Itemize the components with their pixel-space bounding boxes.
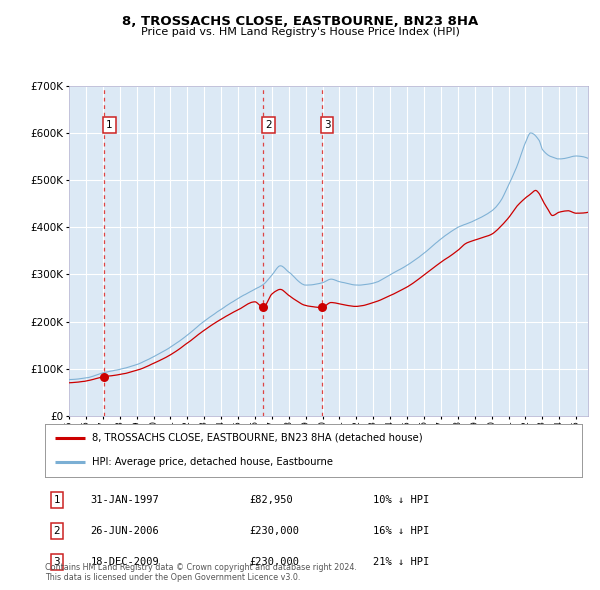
Text: 1: 1 [106,120,113,130]
Text: Contains HM Land Registry data © Crown copyright and database right 2024.
This d: Contains HM Land Registry data © Crown c… [45,563,357,582]
Text: £82,950: £82,950 [249,495,293,504]
Text: 31-JAN-1997: 31-JAN-1997 [91,495,160,504]
Text: 26-JUN-2006: 26-JUN-2006 [91,526,160,536]
Text: HPI: Average price, detached house, Eastbourne: HPI: Average price, detached house, East… [92,457,333,467]
Text: 2: 2 [53,526,60,536]
Text: Price paid vs. HM Land Registry's House Price Index (HPI): Price paid vs. HM Land Registry's House … [140,27,460,37]
Text: £230,000: £230,000 [249,557,299,567]
Text: 16% ↓ HPI: 16% ↓ HPI [373,526,429,536]
Text: 3: 3 [53,557,60,567]
Text: 2: 2 [265,120,272,130]
Text: 21% ↓ HPI: 21% ↓ HPI [373,557,429,567]
Text: 8, TROSSACHS CLOSE, EASTBOURNE, BN23 8HA: 8, TROSSACHS CLOSE, EASTBOURNE, BN23 8HA [122,15,478,28]
Text: 10% ↓ HPI: 10% ↓ HPI [373,495,429,504]
Text: 1: 1 [53,495,60,504]
Text: 3: 3 [324,120,331,130]
Text: 18-DEC-2009: 18-DEC-2009 [91,557,160,567]
Text: 8, TROSSACHS CLOSE, EASTBOURNE, BN23 8HA (detached house): 8, TROSSACHS CLOSE, EASTBOURNE, BN23 8HA… [92,433,423,443]
Text: £230,000: £230,000 [249,526,299,536]
